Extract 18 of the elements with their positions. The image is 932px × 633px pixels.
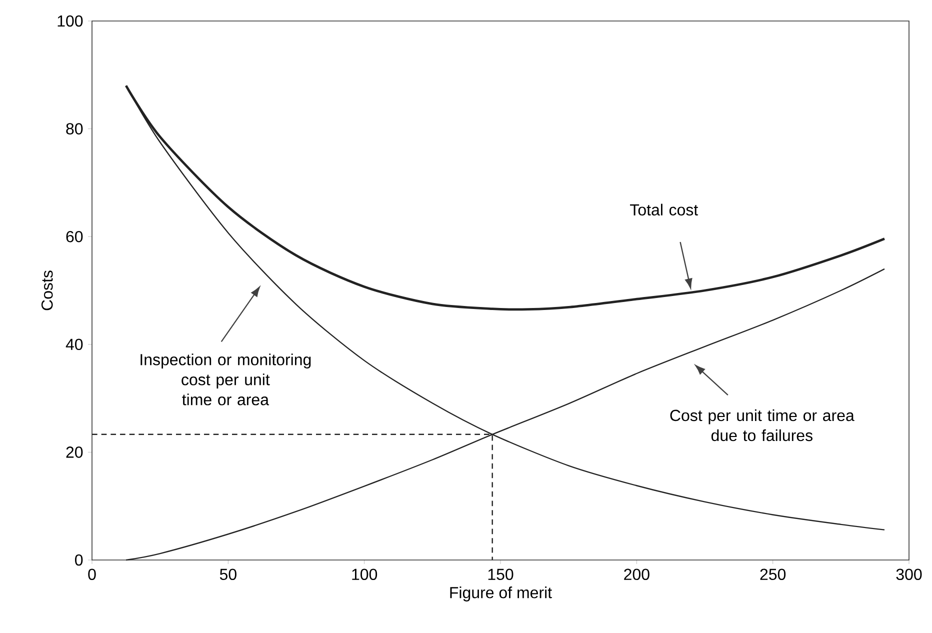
x-tick-label: 50 — [220, 568, 236, 580]
y-axis-title: Costs — [41, 270, 53, 310]
x-tick-label: 200 — [624, 568, 650, 580]
x-tick-label: 300 — [896, 568, 922, 580]
y-tick-label: 0 — [75, 554, 83, 566]
y-tick-label: 40 — [66, 338, 83, 350]
y-tick-label: 20 — [66, 446, 83, 458]
y-tick-label: 60 — [66, 230, 83, 242]
x-tick-label: 100 — [352, 568, 378, 580]
annotation: Total cost — [630, 204, 698, 216]
y-tick-label: 100 — [58, 15, 83, 27]
x-tick-label: 0 — [88, 568, 96, 580]
x-axis-title: Figure of merit — [450, 586, 552, 602]
x-tick-label: 250 — [760, 568, 786, 580]
annotation: Inspection or monitoring cost per unit time or area — [140, 354, 311, 406]
x-tick-label: 150 — [488, 568, 514, 580]
y-tick-label: 80 — [66, 123, 83, 134]
annotation: Cost per unit time or area due to failures — [670, 409, 854, 442]
